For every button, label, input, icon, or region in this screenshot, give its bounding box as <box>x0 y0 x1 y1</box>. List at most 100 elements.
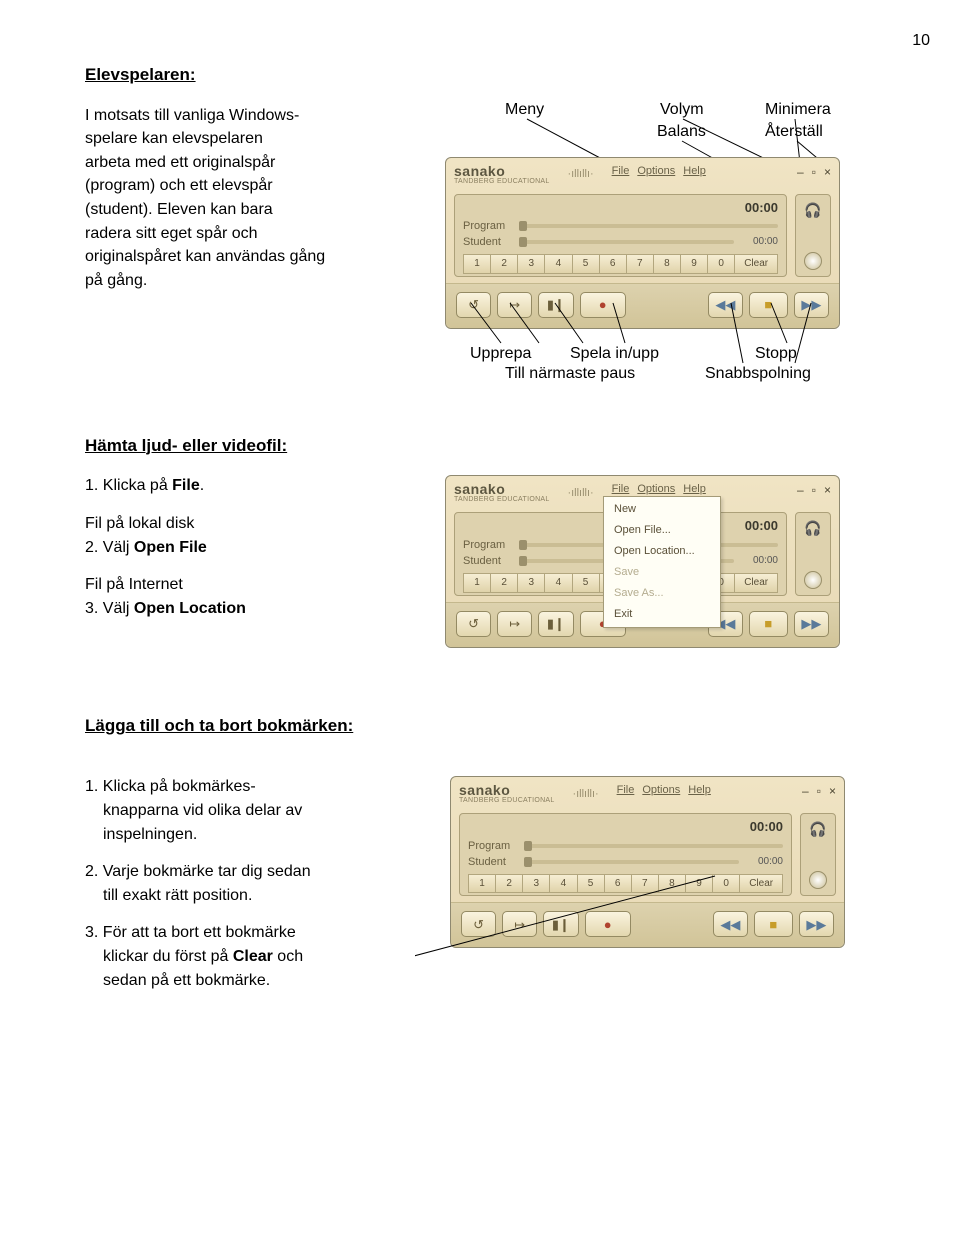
skip-button[interactable]: ↦ <box>497 611 532 637</box>
anno-upprepa: Upprepa <box>470 343 531 365</box>
volume-knob[interactable] <box>804 571 822 589</box>
bookmark-button[interactable]: 2 <box>491 254 518 274</box>
close-button[interactable]: × <box>824 164 831 180</box>
forward-button[interactable]: ▶▶ <box>799 911 834 937</box>
rewind-button[interactable]: ◀◀ <box>708 292 743 318</box>
clear-button[interactable]: Clear <box>740 874 783 894</box>
close-button[interactable]: × <box>824 482 831 498</box>
menu-help[interactable]: Help <box>688 783 711 798</box>
repeat-button[interactable]: ↺ <box>461 911 496 937</box>
intro-line: radera sitt eget spår och <box>85 223 415 245</box>
menu-help[interactable]: Help <box>683 164 706 179</box>
file-dropdown: New Open File... Open Location... Save S… <box>603 496 721 627</box>
skip-button[interactable]: ↦ <box>497 292 532 318</box>
clear-button[interactable]: Clear <box>735 573 778 593</box>
bookmark-button[interactable]: 4 <box>545 573 572 593</box>
bookmark-button[interactable]: 5 <box>578 874 605 894</box>
menu-file[interactable]: File <box>617 783 635 798</box>
stop-button[interactable]: ■ <box>754 911 793 937</box>
clear-button[interactable]: Clear <box>735 254 778 274</box>
bookmark-button[interactable]: 9 <box>686 874 713 894</box>
volume-panel: 🎧 <box>800 813 836 896</box>
repeat-button[interactable]: ↺ <box>456 292 491 318</box>
pause-button[interactable]: ▮❙ <box>538 611 573 637</box>
pause-button[interactable]: ▮❙ <box>538 292 573 318</box>
volume-knob[interactable] <box>804 252 822 270</box>
track-label-program: Program <box>463 219 513 234</box>
anno-spela: Spela in/upp <box>570 343 659 365</box>
bookmark-button[interactable]: 1 <box>468 874 496 894</box>
player-logo: sanako TANDBERG EDUCATIONAL <box>459 783 555 804</box>
forward-button[interactable]: ▶▶ <box>794 611 829 637</box>
anno-snabb: Snabbspolning <box>705 363 811 385</box>
bookmark-button[interactable]: 5 <box>573 254 600 274</box>
forward-button[interactable]: ▶▶ <box>794 292 829 318</box>
bookmark-button[interactable]: 9 <box>681 254 708 274</box>
bookmark-button[interactable]: 2 <box>491 573 518 593</box>
bookmark-button[interactable]: 3 <box>523 874 550 894</box>
bookmark-button[interactable]: 8 <box>659 874 686 894</box>
intro-line: I motsats till vanliga Windows- <box>85 105 415 127</box>
track-program-bar[interactable] <box>519 224 778 228</box>
bookmark-button[interactable]: 8 <box>654 254 681 274</box>
pause-button[interactable]: ▮❙ <box>543 911 578 937</box>
stop-button[interactable]: ■ <box>749 611 788 637</box>
dropdown-item-exit[interactable]: Exit <box>604 604 720 625</box>
bm-step-3a: 3. För att ta bort ett bokmärke <box>85 922 385 944</box>
bookmark-button[interactable]: 1 <box>463 254 491 274</box>
page-number: 10 <box>85 30 930 52</box>
logo-subtext: TANDBERG EDUCATIONAL <box>459 797 555 804</box>
minimize-button[interactable]: – <box>802 783 809 799</box>
bookmark-button[interactable]: 3 <box>518 254 545 274</box>
bookmark-button[interactable]: 6 <box>600 254 627 274</box>
volume-knob[interactable] <box>809 871 827 889</box>
bookmark-button[interactable]: 0 <box>713 874 740 894</box>
bookmark-button[interactable]: 6 <box>605 874 632 894</box>
track-panel: 00:00 Program Student 00:00 1 2 3 4 <box>459 813 792 896</box>
stop-button[interactable]: ■ <box>749 292 788 318</box>
menu-help[interactable]: Help <box>683 482 706 497</box>
menu-options[interactable]: Options <box>642 783 680 798</box>
track-program-bar[interactable] <box>524 844 783 848</box>
skip-button[interactable]: ↦ <box>502 911 537 937</box>
restore-button[interactable]: ▫ <box>817 783 821 799</box>
restore-button[interactable]: ▫ <box>812 164 816 180</box>
anno-stopp: Stopp <box>755 343 797 365</box>
heading-hamta: Hämta ljud- eller videofil: <box>85 435 910 458</box>
menu-options[interactable]: Options <box>637 164 675 179</box>
track-label-student: Student <box>468 855 518 870</box>
bookmark-button[interactable]: 3 <box>518 573 545 593</box>
bookmark-button[interactable]: 2 <box>496 874 523 894</box>
bookmark-button[interactable]: 4 <box>550 874 577 894</box>
bm-step-3d: sedan på ett bokmärke. <box>85 970 385 992</box>
record-button[interactable]: ● <box>580 292 626 318</box>
track-student-bar[interactable] <box>519 240 734 244</box>
bookmark-button[interactable]: 7 <box>632 874 659 894</box>
record-button[interactable]: ● <box>585 911 631 937</box>
dropdown-item-openfile[interactable]: Open File... <box>604 520 720 541</box>
minimize-button[interactable]: – <box>797 164 804 180</box>
step-1: 1. Klicka på File. <box>85 475 415 497</box>
intro-line: spelare kan elevspelaren <box>85 128 415 150</box>
minimize-button[interactable]: – <box>797 482 804 498</box>
track-student-bar[interactable] <box>524 860 739 864</box>
close-button[interactable]: × <box>829 783 836 799</box>
rewind-button[interactable]: ◀◀ <box>713 911 748 937</box>
bm-step-3b: klickar du först på Clear och <box>85 946 385 968</box>
bookmark-button[interactable]: 1 <box>463 573 491 593</box>
bm-step-1b: knapparna vid olika delar av <box>85 800 385 822</box>
repeat-button[interactable]: ↺ <box>456 611 491 637</box>
bookmark-button[interactable]: 5 <box>573 573 600 593</box>
menu-file[interactable]: File <box>612 482 630 497</box>
restore-button[interactable]: ▫ <box>812 482 816 498</box>
bookmark-button[interactable]: 0 <box>708 254 735 274</box>
bookmark-button[interactable]: 7 <box>627 254 654 274</box>
anno-aterstall: Återställ <box>765 121 823 143</box>
dropdown-item-openlocation[interactable]: Open Location... <box>604 541 720 562</box>
dropdown-item-new[interactable]: New <box>604 499 720 520</box>
bm-step-1a: 1. Klicka på bokmärkes- <box>85 776 385 798</box>
dropdown-item-saveas: Save As... <box>604 583 720 604</box>
menu-options[interactable]: Options <box>637 482 675 497</box>
menu-file[interactable]: File <box>612 164 630 179</box>
bookmark-button[interactable]: 4 <box>545 254 572 274</box>
